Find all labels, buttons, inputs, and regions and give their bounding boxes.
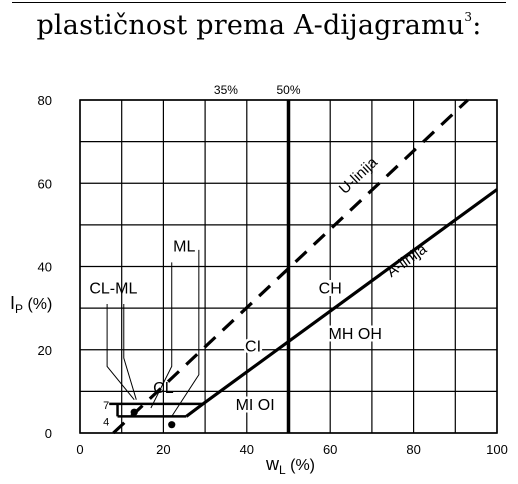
region-label-ch: CH — [319, 280, 342, 297]
boundary-label: 35% — [214, 83, 238, 97]
region-label-ci: CI — [245, 339, 261, 356]
top-rule — [12, 2, 506, 3]
x-tick-label: 0 — [76, 442, 83, 457]
boundary-label: 50% — [276, 83, 300, 97]
leader-ml — [150, 262, 173, 409]
y-tick-label: 20 — [38, 343, 52, 358]
page-title: plastičnost prema A-dijagramu3: — [0, 10, 518, 41]
x-tick-label: 20 — [156, 442, 170, 457]
x-axis-label: wL (%) — [265, 454, 315, 477]
data-point — [130, 408, 138, 416]
band-label-4: 4 — [103, 416, 109, 428]
title-suffix: : — [472, 10, 482, 41]
x-tick-label: 40 — [240, 442, 254, 457]
footnote-marker: 3 — [464, 10, 473, 24]
region-label-ml: ML — [173, 239, 195, 256]
y-axis-label: IP (%) — [10, 293, 52, 316]
x-tick-label: 80 — [406, 442, 420, 457]
y-tick-label: 40 — [38, 260, 52, 275]
region-label-mh-oh: MH OH — [329, 326, 382, 343]
leader-ml-inner — [171, 249, 200, 417]
u-line — [112, 98, 469, 435]
band-label-7: 7 — [103, 400, 109, 412]
y-tick-label: 0 — [45, 426, 52, 441]
region-label-mi-oi: MI OI — [236, 397, 275, 414]
leader-cl-ml-inner — [123, 303, 137, 400]
leader-cl-ml — [106, 303, 135, 401]
data-point — [168, 421, 176, 429]
y-tick-label: 60 — [38, 176, 52, 191]
y-tick-label: 80 — [38, 93, 52, 108]
x-tick-label: 60 — [323, 442, 337, 457]
x-tick-label: 100 — [486, 442, 508, 457]
title-text: plastičnost prema A-dijagramu — [36, 10, 465, 41]
region-label-cl-ml: CL-ML — [89, 280, 137, 297]
